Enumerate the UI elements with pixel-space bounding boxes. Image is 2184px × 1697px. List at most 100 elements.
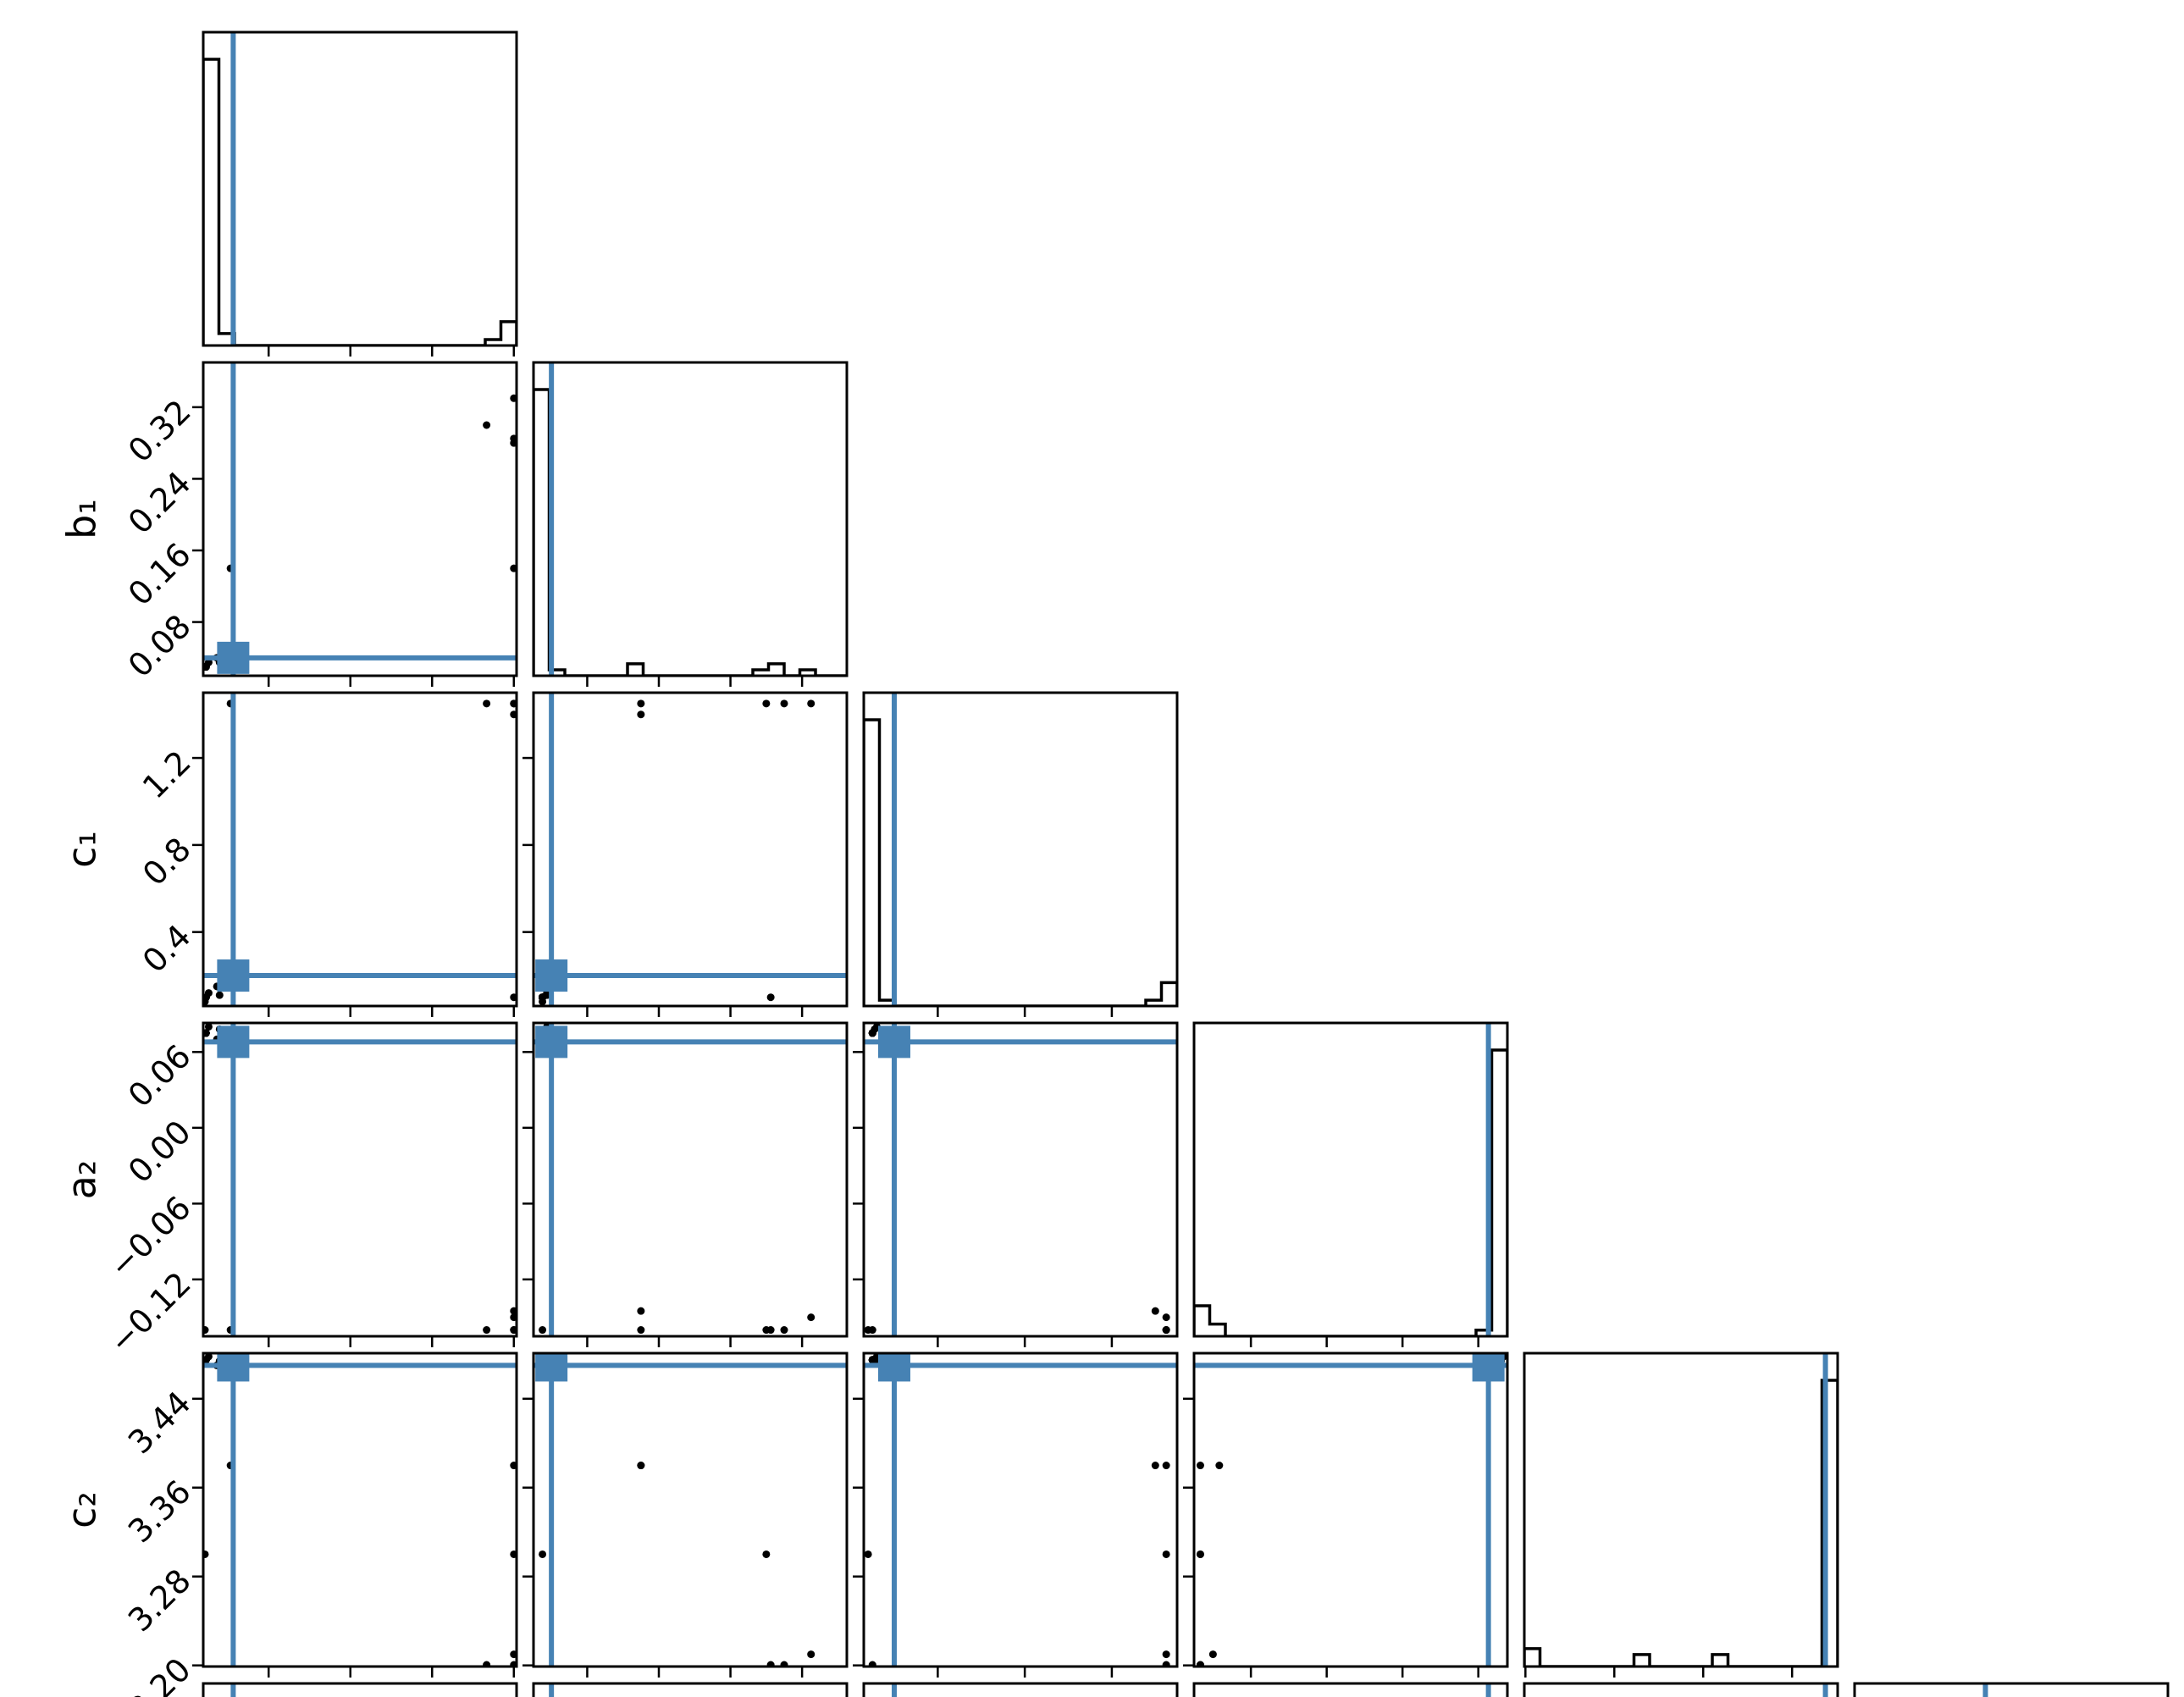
panel-5-0: 1.53.04.56.0−0.10.00.10.2 — [202, 1682, 518, 1697]
panel-frame — [1192, 1352, 1509, 1668]
sample-point — [1162, 1313, 1170, 1322]
y-tick-label: 3.28 — [121, 1562, 198, 1639]
sample-point — [510, 1462, 517, 1470]
sample-point — [483, 421, 491, 429]
sample-point — [780, 1661, 788, 1667]
sample-point — [510, 1313, 517, 1322]
truth-marker — [217, 959, 250, 992]
sample-point — [203, 1550, 209, 1558]
sample-point — [483, 1326, 491, 1335]
sample-point — [637, 1307, 645, 1315]
sample-point — [807, 699, 816, 708]
y-tick-label: 1.2 — [135, 743, 198, 806]
sample-point — [1162, 1661, 1170, 1667]
panel-frame — [202, 691, 518, 1008]
sample-point — [1215, 1462, 1224, 1470]
y-axis-label-b1: b₁ — [59, 499, 105, 539]
truth-marker — [217, 1025, 250, 1059]
sample-point — [510, 1550, 517, 1558]
histogram-b1 — [534, 388, 847, 676]
panel-frame — [202, 1352, 518, 1668]
truth-marker — [217, 641, 250, 674]
panel-frame — [532, 1021, 849, 1338]
y-axis-label-c2: c₂ — [59, 1491, 105, 1528]
panel-5-4: 3.203.283.363.44 — [1523, 1682, 1839, 1697]
panel-3-0: −0.12−0.060.000.06 — [102, 1021, 518, 1361]
sample-point — [510, 564, 517, 572]
sample-point — [510, 1650, 517, 1659]
panel-frame — [532, 691, 849, 1008]
sample-point — [1151, 1307, 1159, 1315]
sample-point — [203, 998, 209, 1006]
y-tick-label: 3.44 — [121, 1384, 198, 1461]
panel-3-3 — [1192, 1021, 1509, 1347]
sample-point — [1151, 1462, 1159, 1470]
panel-5-5: −0.10.00.10.2 — [1853, 1682, 2170, 1697]
panel-frame — [862, 1352, 1179, 1668]
y-tick-label: 0.8 — [135, 831, 198, 893]
truth-marker — [877, 1025, 910, 1059]
sample-point — [203, 662, 209, 671]
y-tick-label: 0.16 — [121, 536, 198, 613]
histogram-a2 — [1194, 1048, 1507, 1336]
sample-point — [762, 1326, 771, 1335]
y-tick-label: 3.20 — [121, 1650, 198, 1697]
histogram-a1 — [203, 58, 517, 345]
sample-point — [543, 991, 551, 999]
panel-frame — [862, 1021, 1179, 1338]
y-tick-label: 3.36 — [121, 1473, 198, 1550]
sample-point — [510, 439, 517, 447]
sample-point — [807, 1650, 816, 1659]
sample-point — [539, 1326, 547, 1335]
sample-point — [510, 710, 517, 719]
sample-point — [510, 993, 517, 1002]
truth-marker — [1472, 1353, 1505, 1382]
y-tick-label: 0.06 — [121, 1037, 198, 1114]
panel-5-2: 0.40.81.2 — [862, 1682, 1179, 1697]
panel-frame — [532, 361, 849, 677]
sample-point — [637, 710, 645, 719]
sample-point — [204, 1353, 213, 1361]
sample-point — [539, 998, 547, 1006]
y-tick-label: 0.08 — [121, 607, 198, 684]
sample-point — [637, 1326, 645, 1335]
panel-2-0: 0.4 0.8 1.2 — [135, 691, 518, 1017]
panel-0-0 — [202, 30, 518, 357]
y-tick-label: 0.24 — [121, 464, 198, 541]
y-tick-label: 0.4 — [135, 917, 198, 980]
panel-frame — [532, 1682, 849, 1697]
truth-marker — [535, 1353, 568, 1382]
sample-point — [1208, 1650, 1217, 1659]
panel-frame — [202, 1021, 518, 1338]
sample-point — [1162, 1326, 1170, 1335]
histogram-c1 — [864, 718, 1177, 1006]
truth-marker — [535, 1025, 568, 1059]
sample-point — [762, 1550, 771, 1558]
sample-point — [637, 1462, 645, 1470]
sample-point — [807, 1313, 816, 1322]
panel-frame — [1523, 1352, 1839, 1668]
panel-frame — [202, 1682, 518, 1697]
y-axis-label-a2: a₂ — [59, 1160, 105, 1200]
panel-5-1: 0.080.160.240.32 — [532, 1682, 849, 1697]
panel-frame — [202, 361, 518, 677]
panel-frame — [1853, 1682, 2170, 1697]
sample-point — [204, 989, 213, 998]
sample-point — [510, 394, 517, 402]
panel-4-4 — [1523, 1352, 1839, 1678]
sample-point — [766, 1661, 775, 1667]
sample-point — [203, 1326, 209, 1335]
sample-point — [864, 1326, 872, 1335]
sample-point — [215, 991, 224, 999]
sample-point — [1162, 1650, 1170, 1659]
panel-frame — [862, 1682, 1179, 1697]
panel-2-1 — [523, 691, 849, 1017]
sample-point — [483, 699, 491, 708]
panel-5-3: −0.12−0.060.000.06 — [1192, 1682, 1509, 1697]
sample-point — [766, 993, 775, 1002]
panel-2-2 — [862, 691, 1179, 1017]
panel-3-1 — [523, 1021, 849, 1347]
truth-marker — [535, 959, 568, 992]
sample-point — [483, 1661, 491, 1667]
